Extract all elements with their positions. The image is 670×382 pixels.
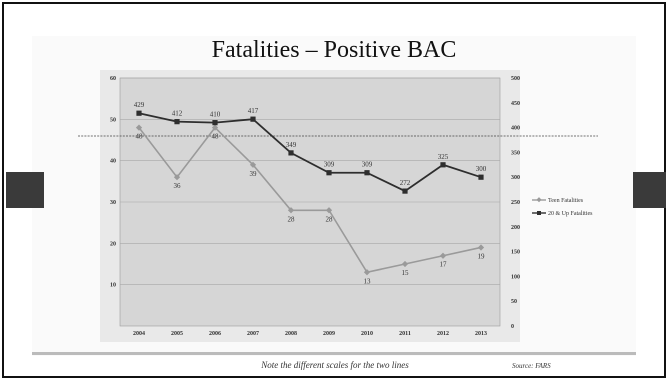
data-label-adult-2004: 429 <box>134 101 145 109</box>
y2-tick-label-100: 100 <box>511 274 520 280</box>
data-label-teen-2005: 36 <box>174 182 182 190</box>
series-line-adult-fatalities <box>138 112 482 193</box>
y2-tick-label-250: 250 <box>511 200 520 206</box>
data-label-adult-2006: 410 <box>210 111 221 119</box>
y-tick-label-60: 60 <box>110 76 116 82</box>
y2-tick-label-500: 500 <box>511 76 520 82</box>
point-teen-2007 <box>249 161 257 168</box>
point-adult-2004 <box>136 110 142 116</box>
right-side-tab <box>633 172 666 208</box>
x-tick-label-2005: 2005 <box>171 331 183 337</box>
point-adult-2012 <box>440 162 446 168</box>
y2-tick-label-450: 450 <box>511 101 520 107</box>
data-label-teen-2011: 15 <box>402 269 410 277</box>
y2-tick-label-200: 200 <box>511 225 520 231</box>
y-tick-label-20: 20 <box>110 241 116 247</box>
data-label-teen-2009: 28 <box>326 215 334 223</box>
legend-marker-teen <box>536 197 542 203</box>
data-label-adult-2009: 309 <box>324 161 335 169</box>
point-adult-2006 <box>212 120 218 126</box>
point-teen-2011 <box>401 260 409 268</box>
x-tick-label-2009: 2009 <box>323 331 335 337</box>
data-label-teen-2006: 48 <box>212 133 220 141</box>
slide-title: Fatalities – Positive BAC <box>211 37 457 63</box>
data-label-teen-2013: 19 <box>478 252 486 260</box>
data-label-adult-2011: 272 <box>400 179 411 187</box>
chart-caption: Note the different scales for the two li… <box>261 360 409 370</box>
data-label-adult-2005: 412 <box>172 110 183 118</box>
legend-label-teen: Teen Fatalities <box>548 198 584 204</box>
point-adult-2013 <box>478 174 484 180</box>
x-tick-label-2011: 2011 <box>399 331 411 337</box>
x-tick-label-2013: 2013 <box>475 331 487 337</box>
x-tick-label-2004: 2004 <box>133 331 145 337</box>
series-line-teen-fatalities <box>138 126 482 274</box>
legend-label-adult: 20 & Up Fatalities <box>548 211 593 217</box>
source-note: Source: FARS <box>512 362 551 370</box>
x-tick-label-2006: 2006 <box>209 331 221 337</box>
point-adult-2008 <box>288 150 294 156</box>
data-label-adult-2010: 309 <box>362 161 373 169</box>
y2-tick-label-150: 150 <box>511 250 520 256</box>
y-tick-label-30: 30 <box>110 200 116 206</box>
point-teen-2005 <box>173 174 181 181</box>
legend-marker-adult <box>537 211 541 215</box>
point-teen-2004 <box>135 124 143 131</box>
data-label-teen-2012: 17 <box>440 261 448 269</box>
point-adult-2009 <box>326 170 332 176</box>
y2-tick-label-400: 400 <box>511 126 520 132</box>
left-side-tab <box>6 172 44 208</box>
data-label-teen-2004: 48 <box>136 133 144 141</box>
bottom-rule <box>32 352 636 355</box>
data-label-teen-2010: 13 <box>364 277 372 285</box>
point-adult-2011 <box>402 188 408 194</box>
y2-tick-label-300: 300 <box>511 175 520 181</box>
y-tick-label-40: 40 <box>110 159 116 165</box>
data-label-adult-2007: 417 <box>248 107 259 115</box>
y-tick-label-10: 10 <box>110 283 116 289</box>
x-tick-label-2010: 2010 <box>361 331 373 337</box>
y-tick-label-50: 50 <box>110 117 116 123</box>
point-adult-2007 <box>250 116 256 122</box>
y2-tick-label-350: 350 <box>511 150 520 156</box>
x-tick-label-2007: 2007 <box>247 331 259 337</box>
data-label-teen-2008: 28 <box>288 215 296 223</box>
y2-tick-label-0: 0 <box>511 324 514 330</box>
y2-tick-label-50: 50 <box>511 299 517 305</box>
point-teen-2010 <box>363 269 371 276</box>
point-adult-2005 <box>174 119 180 125</box>
data-label-adult-2012: 325 <box>438 153 449 161</box>
point-teen-2006 <box>211 124 219 131</box>
x-tick-label-2012: 2012 <box>437 331 449 337</box>
data-label-adult-2013: 300 <box>476 165 487 173</box>
data-label-adult-2008: 349 <box>286 141 297 149</box>
x-tick-label-2008: 2008 <box>285 331 297 337</box>
point-adult-2010 <box>364 170 370 176</box>
data-label-teen-2007: 39 <box>250 170 258 178</box>
